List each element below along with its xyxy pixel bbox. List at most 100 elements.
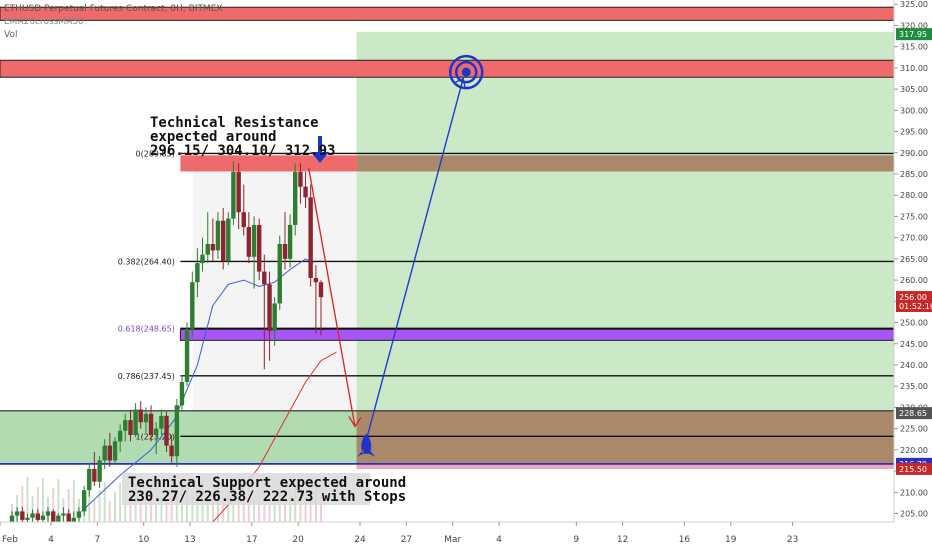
candle-body [282,244,288,259]
zones-layer [0,6,895,469]
candle-body [56,515,61,522]
volume-bar [175,496,178,522]
volume-bar [160,495,163,522]
candle-body [318,282,324,298]
fib-level-label: 0.786(237.45) [118,372,175,381]
volume-bar [124,502,127,522]
candle-body [277,244,282,304]
price-tick-label: 205.00 [900,510,928,519]
candles-layer [9,161,324,531]
candle-body [205,244,210,255]
ema-line [81,258,314,512]
candle-body [262,271,267,285]
price-tick-label: 225.00 [900,425,928,434]
price-tick-label: 295.00 [900,128,928,137]
target-icon-center [461,67,471,77]
support-annotation-line-1: Technical Support expected around [128,475,407,491]
volume-bar [268,502,271,522]
volume-bar [93,500,96,522]
blue-arrow-head [454,77,466,88]
price-tick-label: 305.00 [900,85,928,94]
support-annotation-line-2: 230.27/ 226.38/ 222.73 with Stops [128,489,407,505]
candle-body [200,254,205,264]
fib-level-label: 0.382(264.40) [118,257,175,266]
price-tick-label: 315.00 [900,43,928,52]
candle-body [159,415,164,429]
price-label-badge [896,28,932,41]
candle-body [169,445,174,457]
candle-body [241,212,246,228]
volume-bar [129,493,132,522]
volume-bar [320,496,322,522]
candle-body [308,197,313,278]
volume-bar [289,494,292,522]
candle-body [117,430,123,442]
candle-body [71,517,76,522]
volume-bar [67,489,70,522]
volume-bar [299,504,302,522]
volume-bar [304,495,307,522]
candle-body [153,428,159,435]
candle-body [174,405,180,457]
volume-bar [196,488,199,522]
stop-zone [356,463,894,469]
candle-body [30,513,35,518]
target-icon-ring-middle [454,60,478,84]
candle-body [14,511,20,516]
price-tick-label: 280.00 [900,191,928,200]
volume-bar [31,496,34,522]
volume-bar [98,491,101,522]
candle-body [215,220,221,251]
candle-body [148,413,154,435]
candle-body [210,244,216,251]
candle-body [25,517,30,520]
rocket-icon [357,433,376,457]
candle-body [40,515,46,520]
candle-body [195,263,200,283]
volume-bar [119,483,122,522]
volume-bar [139,503,142,522]
time-tick-label: 4 [496,535,502,545]
time-tick-label: 17 [246,535,257,545]
volume-bar [144,494,147,522]
price-label-badge [896,299,932,312]
volume-bar [258,492,261,522]
volume-bar [242,491,245,522]
candle-body [107,445,112,461]
price-label-badge [896,407,932,420]
volume-bar [206,498,209,522]
candle-body [128,420,133,435]
candle-body [267,284,272,332]
target-area [356,31,894,411]
fib-level-label: 1(223.20) [136,432,175,441]
candle-body [92,468,97,482]
volume-bar [36,487,39,522]
volume-bar [52,488,55,522]
candle-body [236,171,241,213]
price-tick-label: 260.00 [900,276,928,285]
candle-body [133,409,138,435]
volume-bar [108,501,111,522]
time-tick-label: 10 [138,535,150,545]
candle-body [221,220,226,261]
volume-bar [72,480,75,522]
volume-bar [284,503,287,522]
candle-body [112,441,118,461]
price-tick-label: 275.00 [900,212,928,221]
candle-body [292,171,298,225]
candle-body [231,171,236,219]
time-tick-label: 4 [48,535,54,545]
time-tick-label: 23 [787,535,798,545]
price-tick-label: 290.00 [900,149,928,158]
candle-body [87,468,92,491]
time-tick-label: 9 [573,535,579,545]
candle-body [76,511,82,518]
candle-body [179,381,185,406]
candle-body [81,490,87,512]
price-tick-label: 240.00 [900,361,928,370]
volume-bar [57,479,60,522]
target-icon-ring-outer [448,54,484,90]
price-tick-label: 220.00 [900,446,928,455]
volume-bar [227,490,230,522]
